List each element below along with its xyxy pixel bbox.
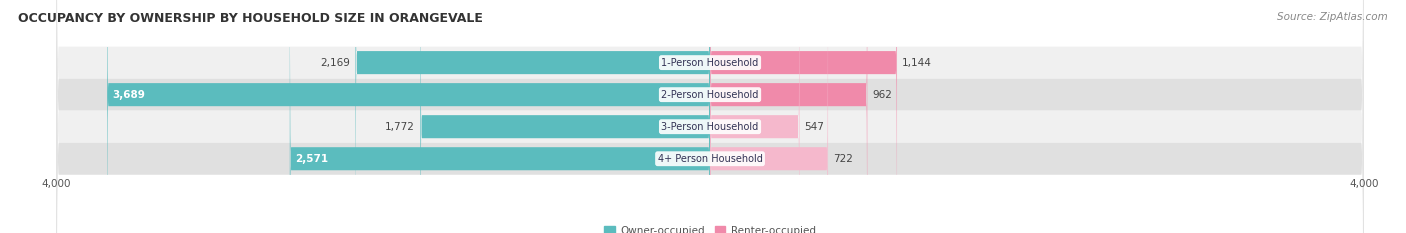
FancyBboxPatch shape xyxy=(420,0,710,233)
Text: 1,772: 1,772 xyxy=(385,122,415,132)
Text: 4+ Person Household: 4+ Person Household xyxy=(658,154,762,164)
Text: 547: 547 xyxy=(804,122,824,132)
Text: 2,169: 2,169 xyxy=(321,58,350,68)
FancyBboxPatch shape xyxy=(710,0,897,233)
Text: 722: 722 xyxy=(834,154,853,164)
FancyBboxPatch shape xyxy=(56,0,1364,233)
Text: 3-Person Household: 3-Person Household xyxy=(661,122,759,132)
FancyBboxPatch shape xyxy=(56,0,1364,233)
FancyBboxPatch shape xyxy=(710,0,828,233)
Text: Source: ZipAtlas.com: Source: ZipAtlas.com xyxy=(1277,12,1388,22)
FancyBboxPatch shape xyxy=(710,0,800,233)
Text: 962: 962 xyxy=(873,90,893,100)
Text: 1,144: 1,144 xyxy=(903,58,932,68)
FancyBboxPatch shape xyxy=(107,0,710,233)
FancyBboxPatch shape xyxy=(56,0,1364,233)
FancyBboxPatch shape xyxy=(290,0,710,233)
FancyBboxPatch shape xyxy=(56,0,1364,233)
Text: 2,571: 2,571 xyxy=(295,154,328,164)
Legend: Owner-occupied, Renter-occupied: Owner-occupied, Renter-occupied xyxy=(600,222,820,233)
FancyBboxPatch shape xyxy=(356,0,710,233)
Text: 3,689: 3,689 xyxy=(112,90,145,100)
Text: 2-Person Household: 2-Person Household xyxy=(661,90,759,100)
Text: 1-Person Household: 1-Person Household xyxy=(661,58,759,68)
Text: OCCUPANCY BY OWNERSHIP BY HOUSEHOLD SIZE IN ORANGEVALE: OCCUPANCY BY OWNERSHIP BY HOUSEHOLD SIZE… xyxy=(18,12,484,25)
FancyBboxPatch shape xyxy=(710,0,868,233)
